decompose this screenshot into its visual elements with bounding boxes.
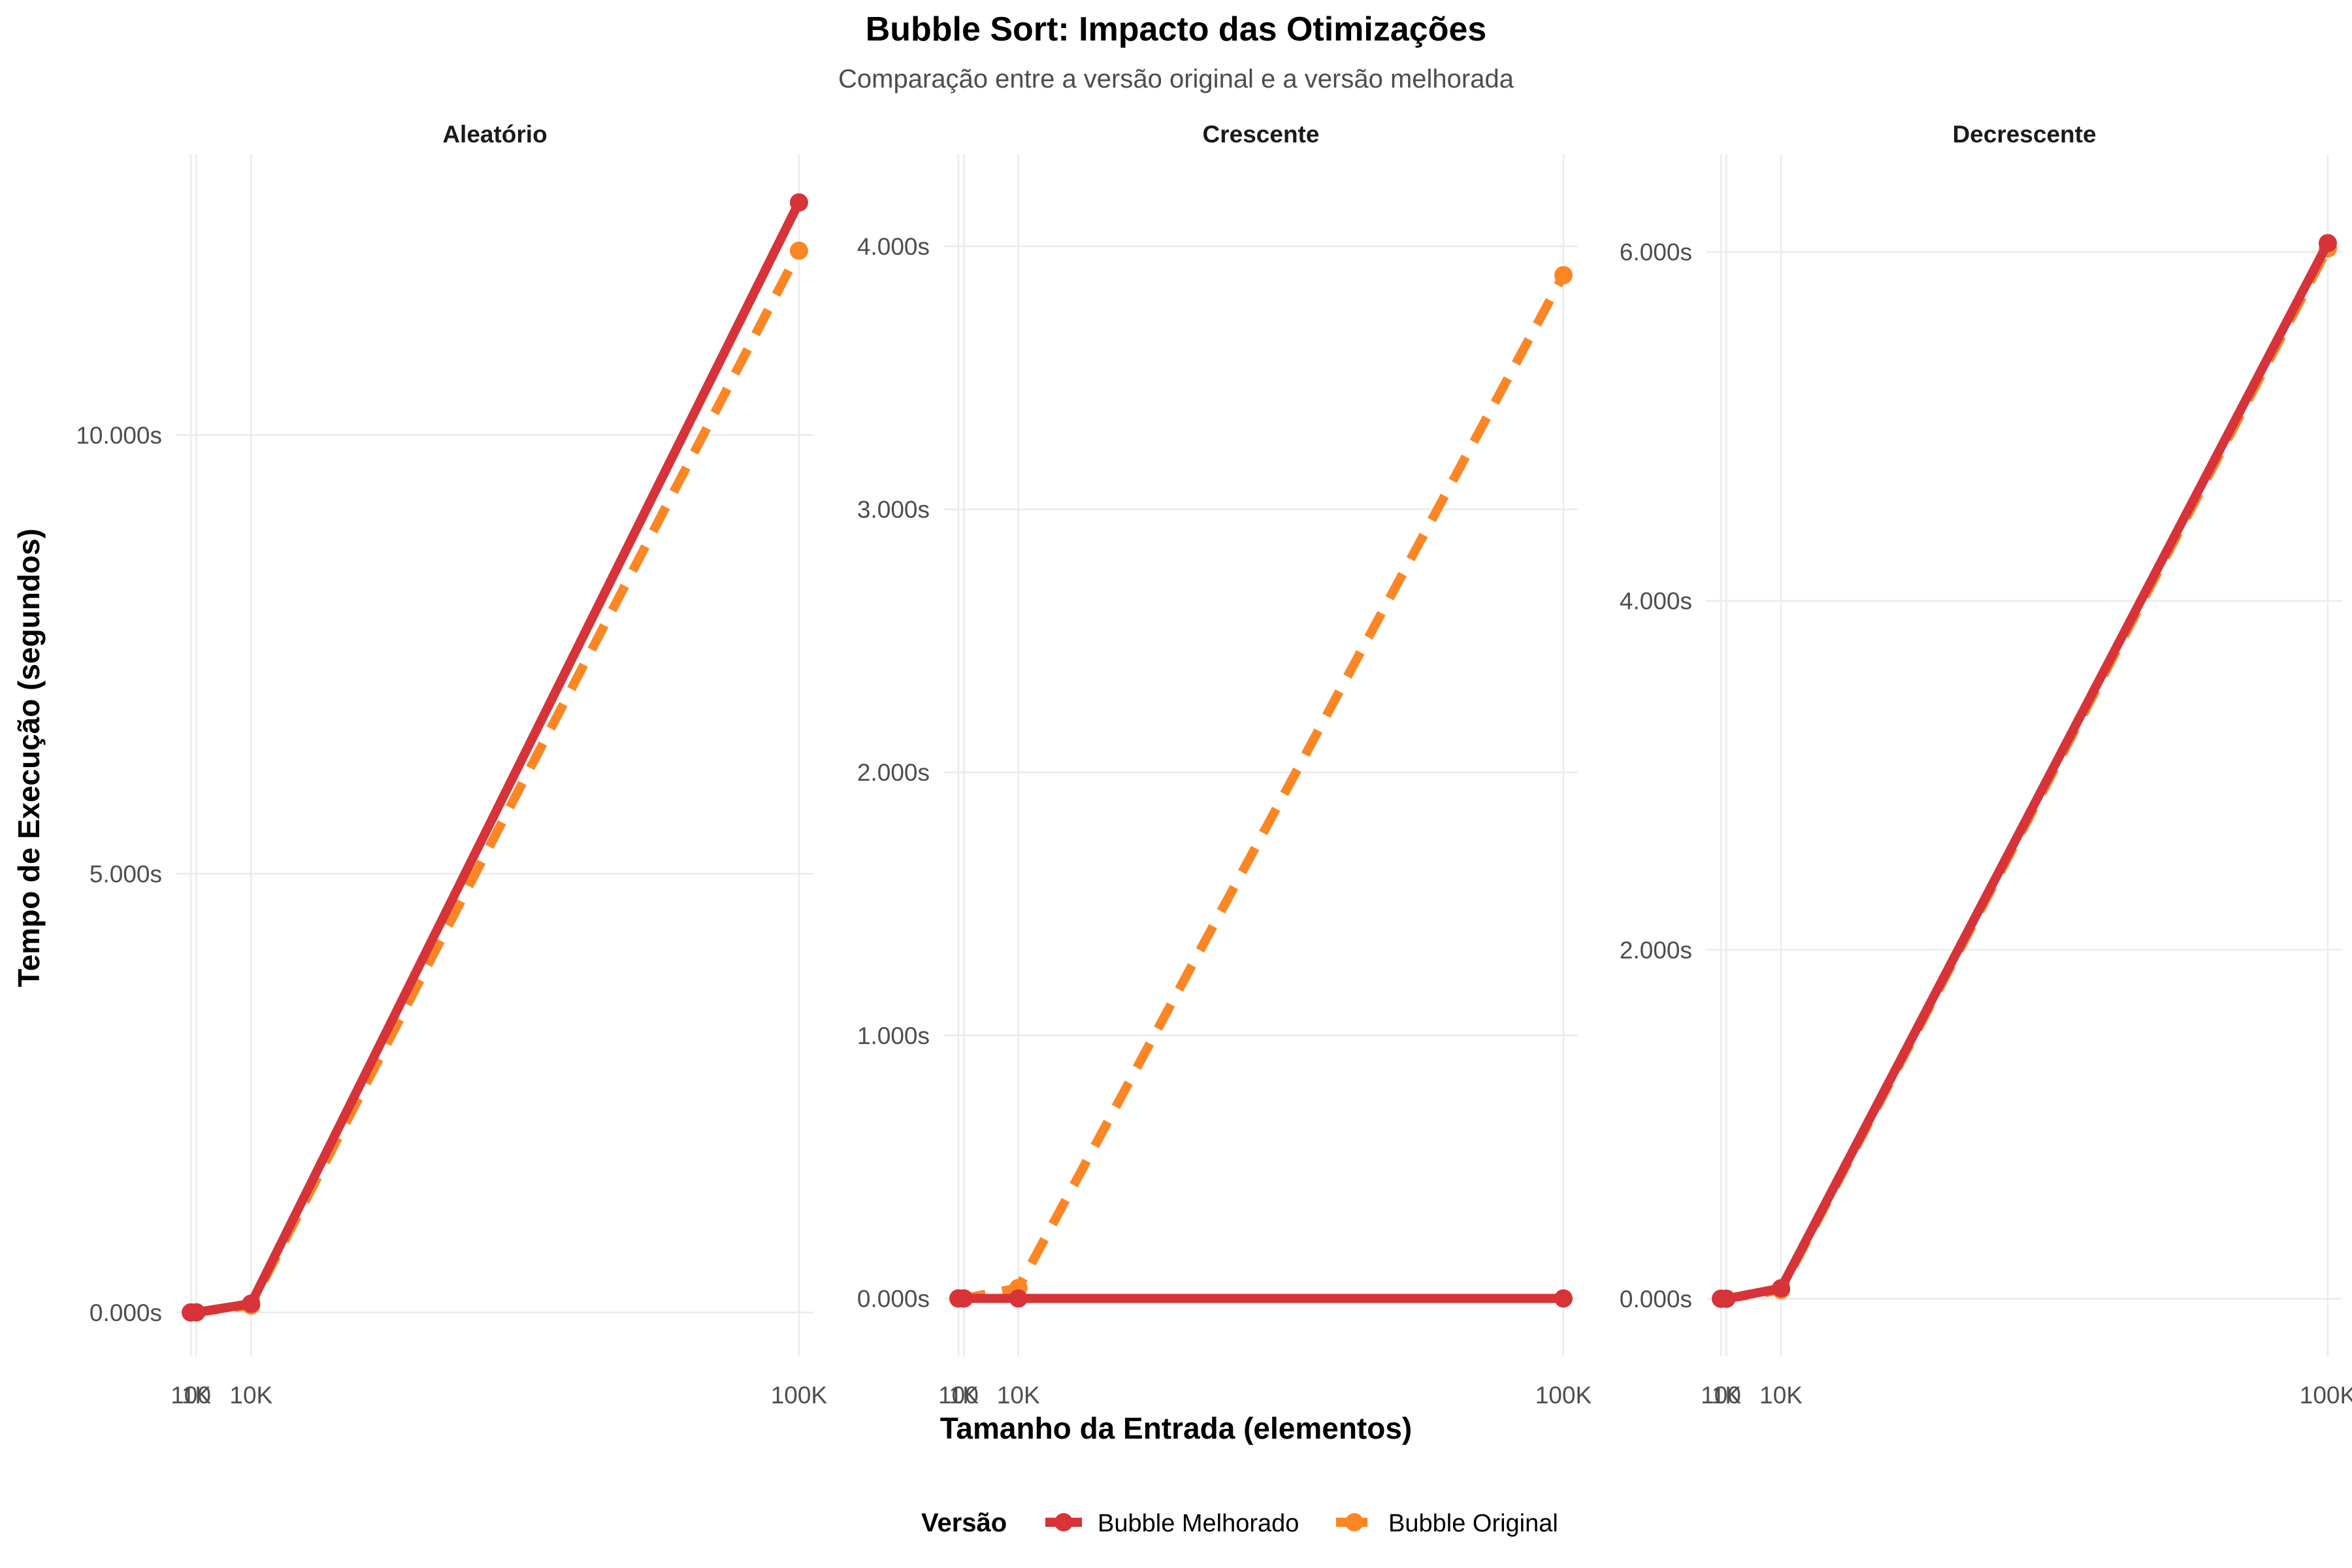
facet-title-aleatorio: Aleatório — [442, 121, 547, 148]
data-point-bubble-melhorado — [955, 1289, 973, 1308]
facet-title-decrescente: Decrescente — [1952, 121, 2096, 148]
series-line-bubble-melhorado — [191, 200, 804, 1317]
y-tick-label: 0.000s — [90, 1299, 162, 1326]
data-point-bubble-original — [1554, 266, 1573, 285]
data-point-bubble-melhorado — [1717, 1289, 1736, 1308]
data-point-bubble-original — [789, 241, 808, 260]
series-line-bubble-original — [1721, 246, 2332, 1303]
legend-marker-bubble-original — [1345, 1513, 1364, 1531]
y-tick-label: 0.000s — [1620, 1286, 1692, 1313]
x-tick-label: 10K — [1759, 1382, 1803, 1409]
data-point-bubble-melhorado — [187, 1303, 206, 1322]
y-tick-label: 10.000s — [76, 422, 162, 449]
series-line-bubble-melhorado — [1721, 240, 2332, 1303]
y-tick-label: 1.000s — [857, 1022, 930, 1049]
y-tick-label: 4.000s — [1620, 588, 1692, 615]
legend-label-bubble-melhorado: Bubble Melhorado — [1098, 1510, 1299, 1537]
y-tick-label: 0.000s — [857, 1285, 930, 1312]
x-tick-label: 100K — [1535, 1382, 1592, 1409]
x-tick-label: 1K — [182, 1382, 212, 1409]
x-tick-label: 10K — [997, 1382, 1040, 1409]
facet-title-crescente: Crescente — [1203, 121, 1320, 148]
y-tick-label: 3.000s — [857, 497, 930, 523]
chart-subtitle: Comparação entre a versão original e a v… — [838, 65, 1514, 93]
y-tick-label: 5.000s — [90, 860, 162, 887]
data-point-bubble-melhorado — [1009, 1289, 1028, 1308]
data-point-bubble-melhorado — [2318, 234, 2337, 253]
x-tick-label: 100K — [2300, 1382, 2352, 1409]
x-tick-label: 100K — [771, 1382, 828, 1409]
legend-label-bubble-original: Bubble Original — [1388, 1510, 1558, 1537]
series-line-bubble-original — [958, 272, 1568, 1303]
y-tick-label: 6.000s — [1620, 239, 1692, 266]
legend-marker-bubble-melhorado — [1054, 1513, 1073, 1531]
legend-key-bubble-original — [1336, 1513, 1373, 1531]
x-tick-label: 10K — [229, 1382, 272, 1409]
y-tick-label: 2.000s — [857, 759, 930, 786]
data-point-bubble-melhorado — [1554, 1289, 1573, 1308]
data-point-bubble-melhorado — [242, 1294, 261, 1313]
legend: Versão Bubble Melhorado Bubble Original — [921, 1509, 1558, 1537]
x-tick-label: 1K — [949, 1382, 979, 1409]
legend-title: Versão — [921, 1509, 1007, 1537]
y-tick-label: 4.000s — [857, 233, 930, 260]
legend-key-bubble-melhorado — [1045, 1513, 1082, 1531]
chart-title: Bubble Sort: Impacto das Otimizações — [866, 10, 1487, 48]
y-tick-label: 2.000s — [1620, 937, 1692, 964]
data-point-bubble-melhorado — [789, 193, 808, 212]
y-axis-title: Tempo de Execução (segundos) — [12, 529, 46, 987]
x-axis-title: Tamanho da Entrada (elementos) — [940, 1411, 1413, 1445]
series-line-bubble-original — [191, 248, 804, 1317]
data-point-bubble-melhorado — [1772, 1279, 1791, 1298]
x-tick-label: 100 — [171, 1382, 211, 1409]
x-tick-label: 100 — [938, 1382, 979, 1409]
x-tick-label: 100 — [1701, 1382, 1741, 1409]
x-tick-label: 1K — [1712, 1382, 1742, 1409]
